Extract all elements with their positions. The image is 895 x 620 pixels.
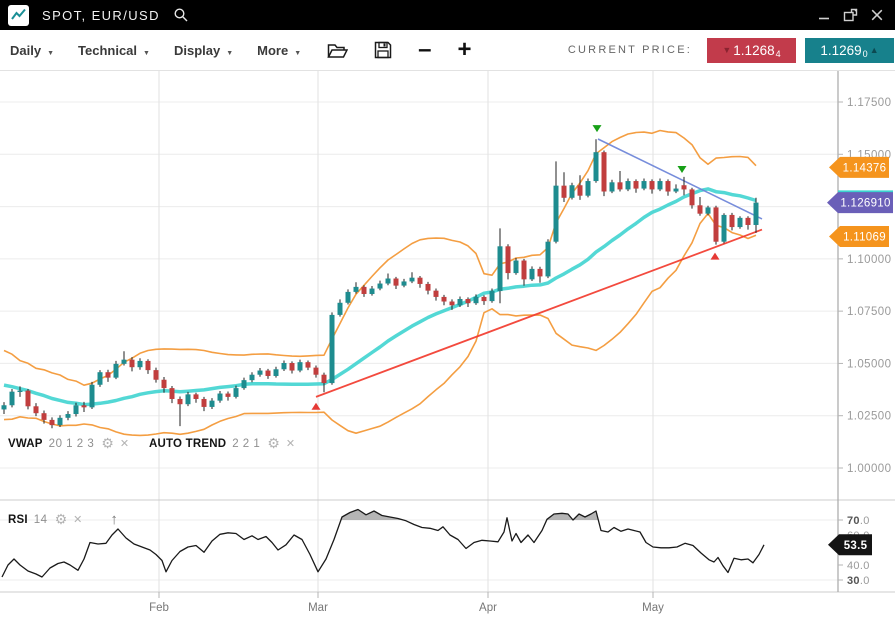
autotrend-indicator-params: 2 2 1 bbox=[232, 437, 261, 450]
search-icon[interactable] bbox=[173, 7, 189, 23]
arrow-up-icon bbox=[870, 41, 879, 56]
chevron-down-icon bbox=[226, 43, 233, 58]
svg-text:1.07500: 1.07500 bbox=[847, 306, 891, 318]
rsi-remove-icon[interactable] bbox=[73, 513, 82, 526]
svg-text:1.05000: 1.05000 bbox=[847, 358, 891, 370]
chevron-down-icon bbox=[47, 43, 54, 58]
menu-more[interactable]: More bbox=[257, 43, 301, 58]
time-axis: Feb Mar Apr May bbox=[149, 592, 664, 614]
autotrend-settings-gear-icon[interactable] bbox=[267, 435, 280, 452]
menu-timeframe[interactable]: Daily bbox=[10, 43, 54, 58]
rsi-settings-gear-icon[interactable] bbox=[55, 511, 68, 528]
window-controls bbox=[818, 8, 883, 22]
close-button[interactable] bbox=[871, 9, 883, 21]
svg-text:53.5: 53.5 bbox=[844, 540, 868, 552]
svg-text:Mar: Mar bbox=[308, 602, 328, 614]
svg-text:40.0: 40.0 bbox=[847, 560, 870, 572]
ask-price-badge: 1.1269 0 bbox=[805, 37, 894, 63]
svg-text:1.00000: 1.00000 bbox=[847, 463, 891, 475]
svg-text:1.11069: 1.11069 bbox=[843, 231, 886, 243]
app-logo-icon bbox=[8, 4, 29, 26]
titlebar: SPOT, EUR/USD bbox=[0, 0, 895, 30]
svg-text:30.0: 30.0 bbox=[847, 575, 870, 587]
open-folder-icon[interactable] bbox=[327, 42, 349, 59]
chart-gridlines bbox=[0, 70, 838, 592]
zoom-in-button[interactable]: + bbox=[457, 36, 472, 63]
chevron-down-icon bbox=[143, 43, 150, 58]
ask-price-pip: 0 bbox=[862, 48, 868, 59]
menu-technical-label: Technical bbox=[78, 42, 138, 58]
pane-separators bbox=[0, 70, 895, 593]
bid-price-value: 1.1268 bbox=[733, 42, 775, 58]
arrow-up-icon[interactable] bbox=[110, 511, 118, 528]
popout-button[interactable] bbox=[843, 8, 858, 22]
autotrend-indicator-label: AUTO TREND bbox=[149, 437, 227, 450]
svg-text:May: May bbox=[642, 602, 664, 614]
svg-text:1.17500: 1.17500 bbox=[847, 97, 891, 109]
bollinger-bands bbox=[3, 129, 757, 437]
chevron-down-icon bbox=[294, 43, 301, 58]
save-icon[interactable] bbox=[374, 41, 392, 59]
menu-display[interactable]: Display bbox=[174, 43, 233, 58]
overlay-indicator-row: VWAP 20 1 2 3 AUTO TREND 2 2 1 bbox=[8, 435, 301, 452]
zoom-out-button[interactable]: – bbox=[418, 36, 432, 63]
bid-price-pip: 4 bbox=[775, 48, 781, 59]
rsi-indicator-label: RSI bbox=[8, 513, 28, 526]
menu-more-label: More bbox=[257, 42, 289, 58]
svg-text:70.0: 70.0 bbox=[847, 515, 870, 527]
current-price-label: CURRENT PRICE: bbox=[567, 44, 692, 56]
svg-text:1.10000: 1.10000 bbox=[847, 254, 891, 266]
rsi-indicator-row: RSI 14 bbox=[8, 511, 118, 528]
menu-timeframe-label: Daily bbox=[10, 42, 42, 58]
rsi-indicator-params: 14 bbox=[33, 513, 48, 526]
vwap-line bbox=[3, 187, 757, 407]
minimize-button[interactable] bbox=[818, 9, 830, 21]
vwap-indicator-params: 20 1 2 3 bbox=[48, 437, 95, 450]
svg-text:1.126910: 1.126910 bbox=[840, 198, 890, 210]
svg-text:Apr: Apr bbox=[479, 602, 497, 614]
toolbar: Daily Technical Display More – + CURRENT… bbox=[0, 30, 895, 71]
bid-price-badge: 1.1268 4 bbox=[707, 37, 796, 63]
arrow-down-icon bbox=[722, 41, 731, 56]
menu-technical[interactable]: Technical bbox=[78, 43, 150, 58]
rsi-plot bbox=[1, 508, 765, 578]
ask-price-value: 1.1269 bbox=[820, 42, 862, 58]
vwap-indicator-label: VWAP bbox=[8, 437, 43, 450]
auto-trend-lines bbox=[315, 138, 763, 398]
svg-text:1.02500: 1.02500 bbox=[847, 411, 891, 423]
vwap-settings-gear-icon[interactable] bbox=[101, 435, 114, 452]
svg-text:Feb: Feb bbox=[149, 602, 169, 614]
trade-signal-markers bbox=[311, 125, 720, 410]
price-badges: 1.14376 1.126910 1.11069 53.5 bbox=[827, 156, 893, 556]
autotrend-remove-icon[interactable] bbox=[286, 437, 295, 450]
svg-text:1.14376: 1.14376 bbox=[843, 162, 887, 174]
symbol-title: SPOT, EUR/USD bbox=[42, 7, 160, 23]
vwap-remove-icon[interactable] bbox=[120, 437, 129, 450]
candlesticks bbox=[1, 139, 759, 429]
menu-display-label: Display bbox=[173, 42, 221, 58]
